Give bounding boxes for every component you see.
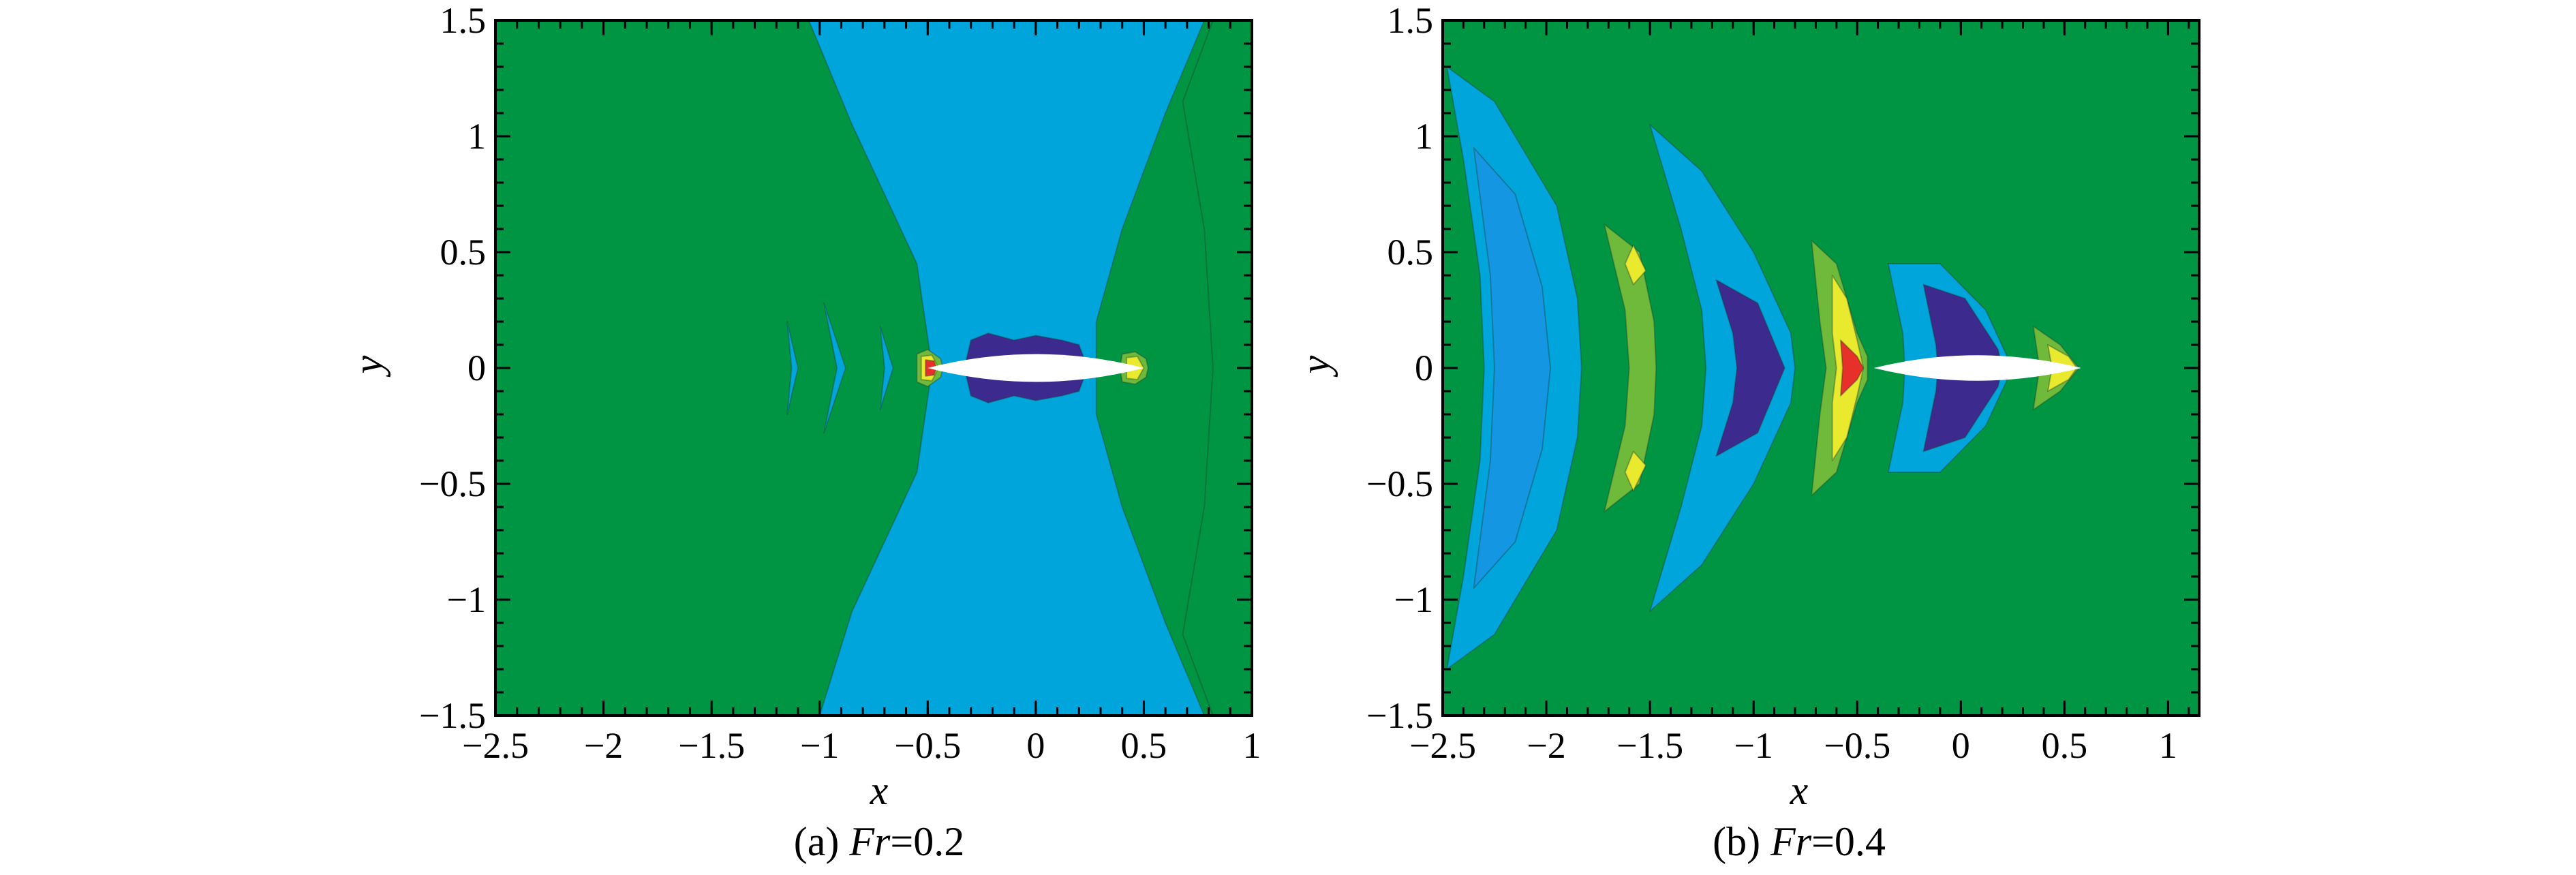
y-tick-label: −0.5 xyxy=(1366,463,1433,504)
panel-b-ticks xyxy=(1441,19,2199,717)
contour-region-mid-blue-1 xyxy=(1473,147,1552,589)
x-tick-label: 0.5 xyxy=(2042,725,2088,766)
x-tick-label: −2.5 xyxy=(462,725,529,766)
contour-region-light-blue-5 xyxy=(1649,124,1796,612)
panel-b-hull xyxy=(1873,355,2081,381)
panel-a-caption: (a) Fr=0.2 xyxy=(794,819,964,864)
panel-a-x-tick-labels: −2.5 −2 −1.5 −1 −0.5 0 0.5 1 xyxy=(462,725,1261,766)
x-tick-label: −0.5 xyxy=(894,725,961,766)
contour-region-far-field-1 xyxy=(1182,20,1252,716)
x-tick-label: 0 xyxy=(1026,725,1045,766)
y-tick-label: 1.5 xyxy=(1387,0,1434,41)
hull-shape xyxy=(927,354,1144,382)
x-tick-label: −0.5 xyxy=(1824,725,1890,766)
panel-a-ticks xyxy=(494,19,1253,717)
y-tick-label: −1.5 xyxy=(1366,695,1433,736)
x-tick-label: 0 xyxy=(1952,725,1970,766)
y-tick-label: −0.5 xyxy=(419,463,486,504)
contour-region-yellow-4 xyxy=(1624,450,1646,492)
y-tick-label: 1 xyxy=(1415,116,1433,157)
y-tick-label: 0.5 xyxy=(1387,232,1434,273)
panel-a-x-axis-label: x xyxy=(870,768,889,813)
y-tick-label: −1 xyxy=(1394,579,1433,620)
panel-a-y-tick-labels: 1.5 1 0.5 0 −0.5 −1 −1.5 xyxy=(419,0,486,736)
y-tick-label: 0 xyxy=(1415,348,1433,388)
y-tick-label: 1.5 xyxy=(440,0,487,41)
contour-region-light-blue-2 xyxy=(786,321,799,415)
x-tick-label: −2 xyxy=(1527,725,1565,766)
panel-a-y-axis-label: y xyxy=(346,355,390,378)
x-tick-label: 1 xyxy=(1243,725,1261,766)
hull-shape xyxy=(1873,355,2081,381)
x-tick-label: 1 xyxy=(2159,725,2177,766)
contour-region-light-blue-3 xyxy=(823,302,846,434)
y-tick-label: −1 xyxy=(447,579,486,620)
y-tick-label: 0 xyxy=(467,348,486,388)
panel-b-y-axis-label: y xyxy=(1293,355,1338,378)
contour-region-yellow-3 xyxy=(1624,244,1646,286)
x-tick-label: 0.5 xyxy=(1121,725,1167,766)
panel-b-x-tick-labels: −2.5 −2 −1.5 −1 −0.5 0 0.5 1 xyxy=(1409,725,2177,766)
x-tick-label: −2 xyxy=(584,725,623,766)
contour-region-dark-purple-6 xyxy=(1715,279,1785,457)
panel-b-fr-0-4: −2.5 −2 −1.5 −1 −0.5 0 0.5 1 1.5 1 0.5 0 −0.5 −1 −1.5… xyxy=(1293,0,2201,864)
panel-a-fr-0-2: −2.5 −2 −1.5 −1 −0.5 0 0.5 1 1.5 1 0.5 0 −0.5 −1 −1.5… xyxy=(346,0,1261,864)
contour-region-light-green-2 xyxy=(1604,224,1657,512)
panel-a-hull xyxy=(927,354,1144,382)
x-tick-label: −1 xyxy=(800,725,839,766)
panel-b-x-axis-label: x xyxy=(1790,768,1809,813)
contour-region-light-blue-4 xyxy=(879,325,894,411)
y-tick-label: −1.5 xyxy=(419,695,486,736)
panel-b-y-tick-labels: 1.5 1 0.5 0 −0.5 −1 −1.5 xyxy=(1366,0,1433,736)
x-tick-label: −1 xyxy=(1734,725,1773,766)
x-tick-label: −1.5 xyxy=(678,725,745,766)
panel-b-caption: (b) Fr=0.4 xyxy=(1713,819,1886,864)
x-tick-label: −1.5 xyxy=(1616,725,1683,766)
y-tick-label: 0.5 xyxy=(440,232,487,273)
x-tick-label: −2.5 xyxy=(1409,725,1476,766)
y-tick-label: 1 xyxy=(467,116,486,157)
contour-region-red-9 xyxy=(1839,339,1865,397)
